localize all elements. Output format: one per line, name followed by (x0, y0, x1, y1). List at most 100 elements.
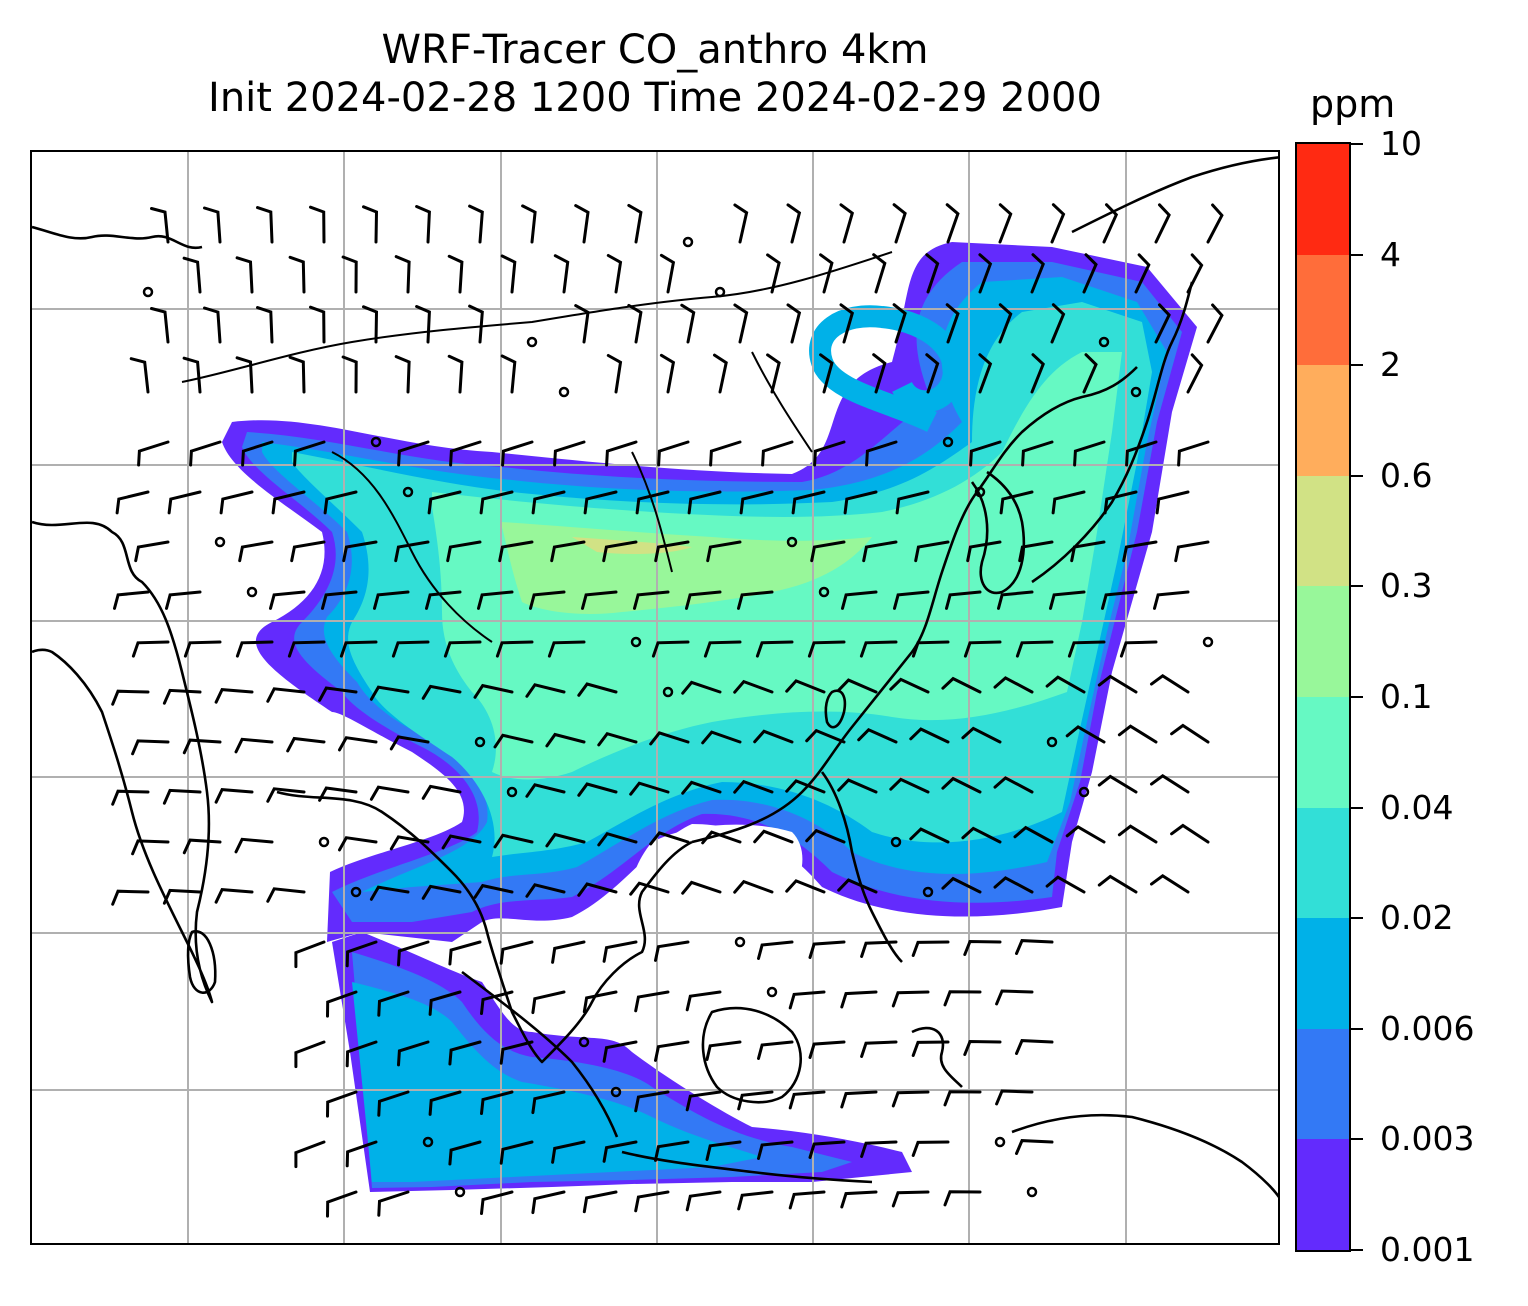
wind-barb (1018, 540, 1054, 563)
title-line-1: WRF-Tracer CO_anthro 4km (381, 27, 929, 73)
wind-barb (397, 1040, 430, 1067)
wind-barb (659, 253, 676, 294)
colorbar-band (1297, 1139, 1349, 1251)
wind-barb (1150, 773, 1190, 794)
wind-barb (389, 735, 430, 751)
wind-barb (286, 736, 326, 753)
wind-barb (1174, 540, 1210, 563)
wind-barb-calm (974, 486, 986, 498)
wind-barb (1067, 640, 1106, 658)
wind-barb (446, 540, 482, 563)
colorbar-tick (1351, 585, 1363, 588)
wind-barb (345, 1040, 378, 1068)
wind-barb (785, 779, 826, 794)
wind-barb (911, 1040, 950, 1057)
tracer-clear-region (629, 824, 803, 941)
wind-barb (733, 303, 749, 344)
wind-barb (788, 990, 826, 1010)
colorbar-tick-label: 10 (1380, 124, 1422, 163)
wind-barb (447, 354, 464, 394)
wind-barb-calm (662, 686, 674, 698)
wind-barb (477, 590, 514, 610)
wind-barb-calm (682, 236, 694, 248)
wind-barb (235, 256, 254, 294)
wind-barb (473, 883, 514, 899)
wind-barb (448, 1140, 482, 1166)
wind-barb (447, 254, 464, 294)
wind-barb (1117, 724, 1158, 744)
wind-barb (1030, 353, 1045, 394)
coast-sulawesi (911, 1026, 963, 1088)
wind-barb (113, 590, 150, 610)
colorbar-tick (1351, 143, 1363, 145)
wind-barb (525, 883, 566, 898)
wind-barb (182, 256, 202, 294)
wind-barb (701, 730, 742, 745)
wind-barb (810, 540, 846, 563)
wind-barb-calm (318, 836, 330, 848)
wind-barb (819, 353, 834, 394)
wind-barb (808, 1040, 846, 1059)
wind-barb (945, 590, 982, 610)
wind-barb-calm (1046, 736, 1058, 748)
wind-barb (941, 876, 982, 894)
wind-barb (323, 490, 358, 515)
wind-barb (857, 728, 898, 744)
wind-barb (131, 739, 170, 756)
wind-barb (577, 882, 618, 897)
wind-barb (111, 889, 150, 906)
wind-barb (269, 590, 306, 610)
wind-barb-calm (734, 936, 746, 948)
wind-barb (480, 1190, 514, 1215)
colorbar-tick-label: 0.1 (1380, 677, 1433, 716)
wind-barb (493, 833, 534, 849)
wind-barb (1045, 875, 1086, 894)
wind-barb (345, 1140, 378, 1168)
wind-barb (1070, 540, 1106, 563)
wind-barb (341, 255, 358, 294)
wind-barb (1015, 1039, 1054, 1055)
wind-barb (909, 827, 950, 844)
wind-barb (415, 205, 431, 244)
coastlines (32, 156, 1278, 1198)
wind-barb (499, 940, 534, 965)
wind-barb (841, 590, 878, 610)
wind-barb (339, 640, 378, 658)
wind-barb (553, 254, 570, 294)
colorbar-band (1297, 365, 1349, 477)
wind-barb (165, 590, 202, 610)
wind-barb-calm (942, 436, 954, 448)
wind-barb (1122, 540, 1158, 563)
wind-barb (837, 678, 878, 694)
wind-barb (525, 783, 566, 798)
tracer-band-mid-low-south (352, 982, 762, 1182)
wind-barb (326, 1190, 358, 1218)
wind-barb (582, 1190, 618, 1214)
wind-barb (654, 540, 690, 563)
wind-barb-calm (402, 486, 414, 498)
wind-barb (634, 990, 670, 1013)
wind-barb (338, 736, 378, 752)
wind-barb (995, 1089, 1034, 1106)
wind-barb (808, 940, 846, 959)
wind-barb (162, 788, 202, 805)
wind-barb (839, 303, 855, 344)
wind-barb (1125, 440, 1158, 467)
wind-barbs (111, 203, 1224, 1218)
wind-barb (998, 203, 1013, 244)
colorbar-band (1297, 697, 1349, 809)
wind-barb (786, 303, 802, 344)
wind-barb (597, 831, 638, 847)
wind-barb (574, 304, 590, 344)
colorbar-tick-label: 2 (1380, 345, 1401, 385)
coast-northwest (32, 225, 203, 250)
wind-barb (1030, 253, 1045, 294)
wind-barb (377, 990, 410, 1017)
coast-korea (970, 470, 1026, 595)
wind-barb (807, 640, 846, 658)
wind-barb (581, 590, 618, 610)
wind-barb (547, 640, 586, 658)
wind-barb (1134, 253, 1151, 294)
coast-borneo (701, 1006, 802, 1104)
wind-barb (840, 990, 878, 1009)
